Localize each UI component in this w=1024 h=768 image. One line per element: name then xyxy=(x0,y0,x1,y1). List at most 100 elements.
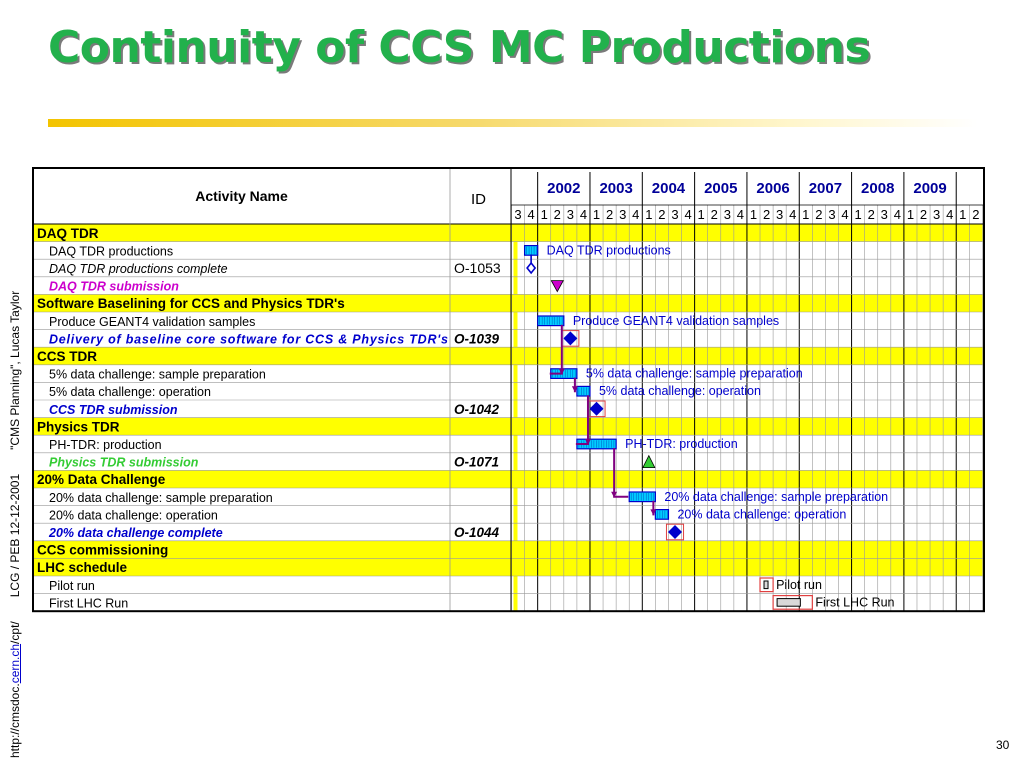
milestone-diamond xyxy=(668,525,682,539)
activity-name: DAQ TDR submission xyxy=(49,280,179,294)
task-bar-label: 20% data challenge: sample preparation xyxy=(664,490,888,504)
quarter-label: 1 xyxy=(855,207,862,222)
chart-frame xyxy=(32,167,985,613)
activity-name: Physics TDR submission xyxy=(49,456,199,470)
quarter-label: 2 xyxy=(606,207,613,222)
quarter-label: 1 xyxy=(907,207,914,222)
section-row-bg xyxy=(33,540,984,559)
header-activity-name: Activity Name xyxy=(195,188,288,204)
activity-name: CCS TDR xyxy=(37,349,97,364)
dependency-arrowhead xyxy=(571,386,578,393)
quarter-label: 4 xyxy=(684,207,691,222)
quarter-label: 2 xyxy=(868,207,875,222)
section-row-bg xyxy=(33,294,984,312)
activity-name: 5% data challenge: operation xyxy=(49,385,211,399)
quarter-label: 4 xyxy=(580,207,587,222)
quarter-label: 2 xyxy=(920,207,927,222)
task-outline-frame xyxy=(772,594,813,610)
quarter-label: 1 xyxy=(645,207,652,222)
activity-name: DAQ TDR productions complete xyxy=(49,262,228,276)
quarter-label: 4 xyxy=(737,207,744,222)
activity-name: Software Baselining for CCS and Physics … xyxy=(37,296,345,311)
task-bar-label: 5% data challenge: operation xyxy=(599,384,761,398)
quarter-label: 4 xyxy=(632,207,639,222)
quarter-label: 1 xyxy=(750,207,757,222)
quarter-label: 3 xyxy=(724,207,731,222)
task-bar xyxy=(628,491,656,503)
quarter-label: 4 xyxy=(789,207,796,222)
year-label: 2002 xyxy=(547,180,580,197)
activity-name: DAQ TDR productions xyxy=(49,244,173,258)
task-bar xyxy=(576,385,591,397)
quarter-label: 3 xyxy=(567,207,574,222)
year-label: 2009 xyxy=(913,180,946,197)
quarter-label: 2 xyxy=(763,207,770,222)
activity-id: O-1044 xyxy=(454,525,500,540)
activity-name: 5% data challenge: sample preparation xyxy=(49,368,266,382)
quarter-label: 2 xyxy=(711,207,718,222)
quarter-label: 4 xyxy=(841,207,848,222)
activity-name: Pilot run xyxy=(49,579,95,593)
activity-name: First LHC Run xyxy=(49,596,128,610)
activity-name: Delivery of baseline core software for C… xyxy=(49,332,448,346)
year-label: 2006 xyxy=(756,180,789,197)
quarter-label: 3 xyxy=(619,207,626,222)
task-bar-label: 20% data challenge: operation xyxy=(677,507,846,521)
quarter-label: 1 xyxy=(541,207,548,222)
quarter-label: 2 xyxy=(815,207,822,222)
header-id: ID xyxy=(471,191,486,208)
activity-id: O-1039 xyxy=(454,331,500,346)
task-bar-label: Produce GEANT4 validation samples xyxy=(573,314,779,328)
section-row-bg xyxy=(33,417,984,436)
task-bar xyxy=(537,315,565,327)
milestone-open-diamond xyxy=(526,261,537,275)
task-bar-label: PH-TDR: production xyxy=(625,437,738,451)
slide-title: Continuity of CCS MC Productions xyxy=(48,22,871,73)
task-outline-bar xyxy=(763,580,769,590)
task-bar-label: First LHC Run xyxy=(815,595,894,609)
milestone-down-triangle xyxy=(550,280,564,293)
milestone-diamond xyxy=(589,401,604,416)
quarter-label: 3 xyxy=(776,207,783,222)
task-bar-label: DAQ TDR productions xyxy=(547,243,671,257)
activity-name: PH-TDR: production xyxy=(49,438,162,452)
dependency-arrowhead xyxy=(611,491,618,498)
quarter-label: 2 xyxy=(972,207,979,222)
dependency-arrowhead xyxy=(584,439,591,445)
dependency-arrowhead xyxy=(650,509,657,516)
section-row-bg xyxy=(33,470,984,488)
activity-name: 20% data challenge complete xyxy=(48,526,223,540)
year-label: 2007 xyxy=(809,180,842,197)
milestone-diamond xyxy=(563,331,578,346)
milestone-up-triangle xyxy=(642,454,656,468)
activity-name: Physics TDR xyxy=(37,419,120,434)
year-label: 2004 xyxy=(652,180,686,197)
quarter-label: 3 xyxy=(881,207,888,222)
quarter-label: 2 xyxy=(554,207,561,222)
activity-id: O-1071 xyxy=(454,455,499,470)
quarter-label: 4 xyxy=(894,207,901,222)
activity-name: Produce GEANT4 validation samples xyxy=(49,315,255,329)
activity-name: 20% data challenge: sample preparation xyxy=(49,491,273,505)
section-row-bg xyxy=(33,224,984,242)
task-outline-bar xyxy=(776,598,801,607)
task-bar-label: Pilot run xyxy=(776,578,822,592)
slide-number: 30 xyxy=(996,738,1010,752)
section-row-bg xyxy=(33,558,984,576)
activity-id: O-1053 xyxy=(454,260,501,276)
quarter-label: 1 xyxy=(959,207,966,222)
quarter-label: 3 xyxy=(933,207,940,222)
quarter-label: 2 xyxy=(658,207,665,222)
milestone-frame xyxy=(665,523,685,541)
task-bar xyxy=(654,509,670,520)
quarter-label: 3 xyxy=(828,207,835,222)
quarter-label: 4 xyxy=(946,207,953,222)
quarter-label: 3 xyxy=(514,207,521,222)
year-label: 2005 xyxy=(704,180,737,197)
dependency-arrowhead xyxy=(558,368,565,375)
quarter-label: 1 xyxy=(593,207,600,222)
task-bar-label: 5% data challenge: sample preparation xyxy=(586,367,803,381)
activity-name: DAQ TDR xyxy=(37,226,99,241)
activity-name: 20% data challenge: operation xyxy=(49,508,218,522)
